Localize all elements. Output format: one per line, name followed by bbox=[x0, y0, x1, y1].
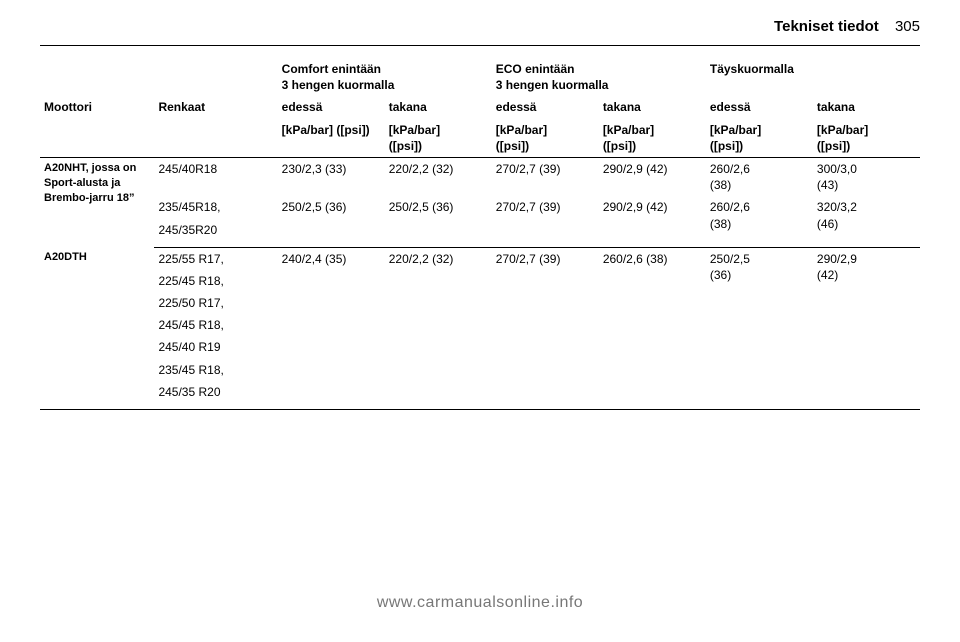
pressure-value: 250/2,5 (36) bbox=[706, 247, 813, 409]
col-eco-rear: takana bbox=[599, 96, 706, 118]
pressure-value: 240/2,4 (35) bbox=[278, 247, 385, 409]
table-body: A20NHT, jossa on Sport-alusta ja Brembo-… bbox=[40, 157, 920, 409]
page-header: Tekniset tiedot 305 bbox=[0, 0, 960, 45]
unit-comfort-front: [kPa/bar] ([psi]) bbox=[278, 119, 385, 158]
tyre-size: 225/50 R17, bbox=[158, 295, 273, 311]
col-full-rear: takana bbox=[813, 96, 920, 118]
col-engine: Moottori bbox=[40, 96, 154, 118]
pressure-value: 270/2,7 (39) bbox=[492, 247, 599, 409]
pressure-value: 290/2,9 (42) bbox=[599, 196, 706, 247]
tyre-size: 245/35R20 bbox=[158, 222, 273, 238]
engine-cell: A20NHT, jossa on Sport-alusta ja Brembo-… bbox=[40, 157, 154, 247]
pressure-value: 260/2,6 (38) bbox=[706, 196, 813, 247]
pressure-value: 290/2,9 (42) bbox=[813, 247, 920, 409]
watermark-url: www.carmanualsonline.info bbox=[0, 594, 960, 612]
tyre-pressure-table: Comfort enintään 3 hengen kuormalla ECO … bbox=[40, 58, 920, 410]
pressure-value: 220/2,2 (32) bbox=[385, 157, 492, 196]
tyre-cell: 225/55 R17, 225/45 R18, 225/50 R17, 245/45 … bbox=[154, 247, 277, 409]
header-rule bbox=[40, 45, 920, 46]
pressure-value: 260/2,6 (38) bbox=[706, 157, 813, 196]
pressure-value: 220/2,2 (32) bbox=[385, 247, 492, 409]
engine-cell: A20DTH bbox=[40, 247, 154, 409]
col-comfort-front: edessä bbox=[278, 96, 385, 118]
col-group-comfort: Comfort enintään 3 hengen kuormalla bbox=[278, 58, 492, 96]
col-group-full: Täyskuormalla bbox=[706, 58, 920, 96]
col-full-front: edessä bbox=[706, 96, 813, 118]
tyre-size: 235/45R18, bbox=[158, 199, 273, 215]
pressure-value: 300/3,0 (43) bbox=[813, 157, 920, 196]
col-group-eco: ECO enintään 3 hengen kuormalla bbox=[492, 58, 706, 96]
section-title: Tekniset tiedot bbox=[774, 18, 879, 35]
tyre-size: 235/45 R18, bbox=[158, 362, 273, 378]
col-comfort-rear: takana bbox=[385, 96, 492, 118]
unit-header-row: [kPa/bar] ([psi]) [kPa/bar] ([psi]) [kPa… bbox=[40, 119, 920, 158]
pressure-value: 250/2,5 (36) bbox=[278, 196, 385, 247]
col-eco-front: edessä bbox=[492, 96, 599, 118]
table-row: 235/45R18, 245/35R20 250/2,5 (36)250/2,5 (… bbox=[40, 196, 920, 247]
tyre-cell: 235/45R18, 245/35R20 bbox=[154, 196, 277, 247]
tyre-size: 245/35 R20 bbox=[158, 384, 273, 400]
unit-eco-rear: [kPa/bar] ([psi]) bbox=[599, 119, 706, 158]
pressure-value: 260/2,6 (38) bbox=[599, 247, 706, 409]
pressure-table-wrap: Comfort enintään 3 hengen kuormalla ECO … bbox=[0, 58, 960, 410]
pressure-value: 270/2,7 (39) bbox=[492, 157, 599, 196]
col-tyres: Renkaat bbox=[154, 96, 277, 118]
pressure-value: 320/3,2 (46) bbox=[813, 196, 920, 247]
tyre-size: 245/40R18 bbox=[158, 161, 273, 177]
unit-full-rear: [kPa/bar] ([psi]) bbox=[813, 119, 920, 158]
table-row: A20DTH225/55 R17,225/45 R18,225/50 R17,2… bbox=[40, 247, 920, 409]
group-header-row: Comfort enintään 3 hengen kuormalla ECO … bbox=[40, 58, 920, 96]
tyre-size: 225/55 R17, bbox=[158, 251, 273, 267]
page-number: 305 bbox=[895, 18, 920, 35]
pressure-value: 290/2,9 (42) bbox=[599, 157, 706, 196]
tyre-size: 245/45 R18, bbox=[158, 317, 273, 333]
tyre-cell: 245/40R18 bbox=[154, 157, 277, 196]
pressure-value: 250/2,5 (36) bbox=[385, 196, 492, 247]
pressure-value: 270/2,7 (39) bbox=[492, 196, 599, 247]
unit-full-front: [kPa/bar] ([psi]) bbox=[706, 119, 813, 158]
position-header-row: Moottori Renkaat edessä takana edessä ta… bbox=[40, 96, 920, 118]
table-row: A20NHT, jossa on Sport-alusta ja Brembo-… bbox=[40, 157, 920, 196]
unit-comfort-rear: [kPa/bar] ([psi]) bbox=[385, 119, 492, 158]
tyre-size: 225/45 R18, bbox=[158, 273, 273, 289]
unit-eco-front: [kPa/bar] ([psi]) bbox=[492, 119, 599, 158]
pressure-value: 230/2,3 (33) bbox=[278, 157, 385, 196]
tyre-size: 245/40 R19 bbox=[158, 339, 273, 355]
